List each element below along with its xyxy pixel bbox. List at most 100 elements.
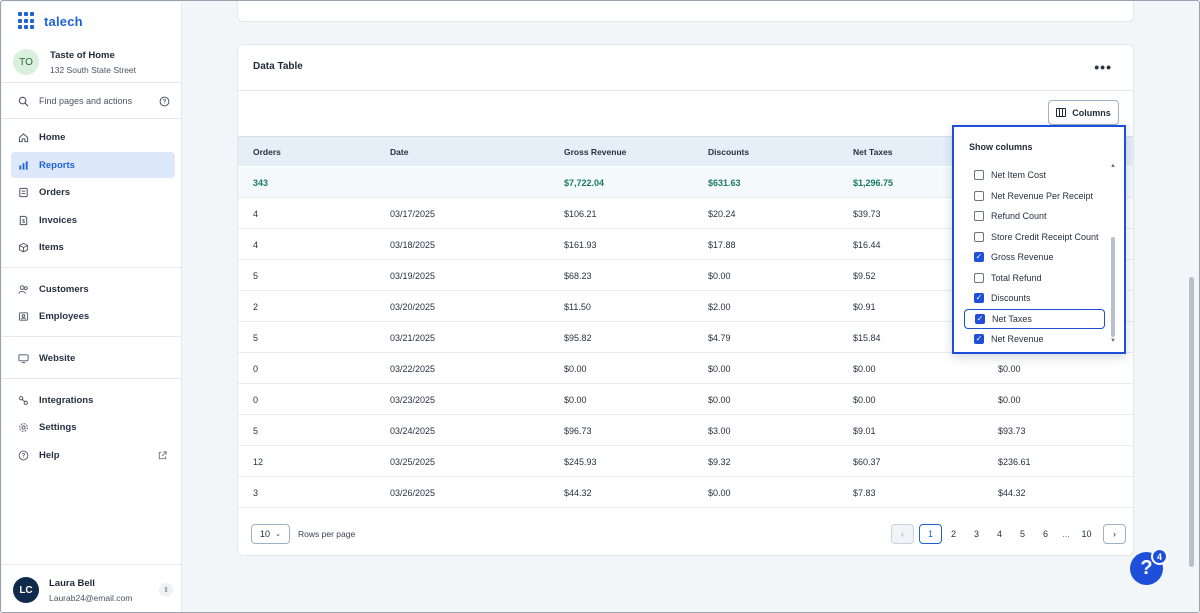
column-option[interactable]: Refund Count bbox=[964, 206, 1104, 226]
column-option[interactable]: ✓ Net Revenue bbox=[964, 329, 1104, 349]
help-chat-button[interactable]: ? bbox=[1130, 552, 1163, 585]
find-pages-search[interactable]: Find pages and actions ? bbox=[18, 92, 170, 110]
table-cell: $106.21 bbox=[564, 209, 597, 219]
table-cell: 03/22/2025 bbox=[390, 364, 436, 374]
table-cell: 03/18/2025 bbox=[390, 240, 436, 250]
sidebar: talech TO Taste of Home 132 South State … bbox=[2, 2, 182, 612]
next-page-button[interactable]: › bbox=[1103, 524, 1126, 544]
table-cell: 3 bbox=[253, 488, 259, 498]
chevron-right-icon: › bbox=[1113, 529, 1116, 539]
notification-badge: 4 bbox=[1151, 548, 1168, 565]
table-cell: $16.44 bbox=[853, 240, 881, 250]
monitor-icon bbox=[18, 353, 29, 363]
table-cell: $7,722.04 bbox=[564, 178, 605, 188]
svg-text:$: $ bbox=[22, 218, 25, 224]
chevron-up-down-icon[interactable]: ⇕ bbox=[159, 583, 173, 597]
checkbox-checked-icon[interactable]: ✓ bbox=[975, 313, 985, 324]
page-scrollbar[interactable] bbox=[1189, 277, 1194, 567]
popup-scrollbar[interactable] bbox=[1111, 237, 1115, 337]
nav-customers[interactable]: Customers bbox=[11, 276, 175, 302]
nav-reports[interactable]: Reports bbox=[11, 152, 175, 178]
sidebar-divider bbox=[2, 82, 182, 83]
home-icon bbox=[18, 132, 29, 142]
nav-home[interactable]: Home bbox=[11, 124, 175, 150]
table-cell: $44.32 bbox=[998, 488, 1026, 498]
more-options-icon[interactable]: ••• bbox=[1094, 59, 1112, 75]
table-cell: $0.00 bbox=[564, 395, 587, 405]
search-label: Find pages and actions bbox=[39, 96, 133, 106]
checkbox-unchecked-icon[interactable] bbox=[974, 190, 984, 201]
table-cell: $4.79 bbox=[708, 333, 731, 343]
table-cell: 0 bbox=[253, 395, 259, 405]
page-button[interactable]: 1 bbox=[919, 524, 942, 544]
table-cell: $245.93 bbox=[564, 457, 597, 467]
column-option-label: Refund Count bbox=[991, 211, 1047, 221]
checkbox-unchecked-icon[interactable] bbox=[974, 211, 984, 221]
nav-website[interactable]: Website bbox=[11, 345, 175, 371]
column-option[interactable]: Net Revenue Per Receipt bbox=[964, 186, 1104, 206]
checkbox-checked-icon[interactable]: ✓ bbox=[974, 293, 984, 303]
nav-orders[interactable]: Orders bbox=[11, 179, 175, 205]
table-cell: $0.00 bbox=[998, 364, 1021, 374]
table-cell: $11.50 bbox=[564, 302, 591, 312]
column-header-date[interactable]: Date bbox=[390, 147, 409, 157]
page-button[interactable]: 2 bbox=[950, 529, 956, 539]
column-header-gross-revenue[interactable]: Gross Revenue bbox=[564, 147, 627, 157]
column-option-label: Net Revenue Per Receipt bbox=[991, 190, 1094, 201]
column-option[interactable]: Net Item Cost bbox=[964, 165, 1104, 185]
column-option[interactable]: Store Credit Receipt Count bbox=[964, 227, 1104, 247]
table-cell: 03/17/2025 bbox=[390, 209, 436, 219]
rows-per-page: 10 ⌄ Rows per page bbox=[251, 524, 355, 544]
checkbox-unchecked-icon[interactable] bbox=[974, 272, 984, 283]
column-header-net-taxes[interactable]: Net Taxes bbox=[853, 147, 893, 157]
scroll-down-arrow-icon[interactable]: ▼ bbox=[1110, 338, 1116, 344]
page-button[interactable]: 6 bbox=[1042, 529, 1048, 539]
box-icon bbox=[18, 242, 29, 252]
plug-icon bbox=[19, 395, 28, 405]
table-cell: $68.23 bbox=[564, 271, 592, 281]
nav-integrations[interactable]: Integrations bbox=[11, 387, 175, 413]
checkbox-unchecked-icon[interactable] bbox=[974, 231, 984, 242]
page-button[interactable]: 3 bbox=[973, 529, 979, 539]
column-header-discounts[interactable]: Discounts bbox=[708, 147, 750, 157]
nav-employees[interactable]: Employees bbox=[11, 303, 175, 329]
popup-title: Show columns bbox=[969, 142, 1033, 152]
page-button[interactable]: 4 bbox=[996, 529, 1002, 539]
table-cell: $0.00 bbox=[708, 488, 731, 498]
column-option[interactable]: Total Refund bbox=[964, 268, 1104, 288]
page-button[interactable]: 5 bbox=[1019, 529, 1025, 539]
shortcut-help-icon[interactable]: ? bbox=[159, 96, 170, 107]
user-email: Laurab24@email.com bbox=[49, 592, 133, 603]
table-cell: 03/21/2025 bbox=[390, 333, 436, 343]
svg-text:?: ? bbox=[22, 453, 26, 459]
store-switcher[interactable]: TO Taste of Home 132 South State Street bbox=[13, 49, 136, 75]
checkbox-checked-icon[interactable]: ✓ bbox=[974, 334, 984, 344]
prev-page-button[interactable]: ‹ bbox=[891, 524, 914, 544]
checkbox-unchecked-icon[interactable] bbox=[974, 170, 984, 180]
svg-text:?: ? bbox=[163, 99, 167, 105]
user-profile[interactable]: LC Laura Bell Laurab24@email.com ⇕ bbox=[13, 577, 173, 603]
nav-help[interactable]: ? Help bbox=[11, 442, 175, 468]
table-cell: 03/25/2025 bbox=[390, 457, 436, 467]
brand-logo[interactable]: talech bbox=[18, 12, 83, 30]
rows-per-page-select[interactable]: 10 ⌄ bbox=[251, 524, 290, 544]
column-header-orders[interactable]: Orders bbox=[253, 147, 281, 157]
table-cell: $9.32 bbox=[708, 457, 731, 467]
column-option[interactable]: ✓ Discounts bbox=[964, 288, 1104, 308]
table-cell: $1,296.75 bbox=[853, 178, 894, 188]
nav-invoices[interactable]: $ Invoices bbox=[11, 207, 175, 233]
checkbox-checked-icon[interactable]: ✓ bbox=[974, 252, 984, 262]
card-title: Data Table bbox=[253, 61, 303, 72]
column-option[interactable]: ✓ Gross Revenue bbox=[964, 247, 1104, 267]
page-button[interactable]: 10 bbox=[1081, 529, 1092, 539]
column-option[interactable]: ✓ Net Taxes bbox=[964, 308, 1105, 329]
scroll-up-arrow-icon[interactable]: ▲ bbox=[1110, 163, 1116, 169]
table-cell: 5 bbox=[253, 426, 259, 436]
nav-settings[interactable]: Settings bbox=[11, 414, 175, 440]
table-cell: 03/19/2025 bbox=[390, 271, 436, 281]
invoice-icon: $ bbox=[19, 215, 28, 225]
nav-items[interactable]: Items bbox=[11, 234, 175, 260]
columns-button[interactable]: Columns bbox=[1048, 100, 1119, 125]
column-option-label: Total Refund bbox=[991, 272, 1042, 283]
